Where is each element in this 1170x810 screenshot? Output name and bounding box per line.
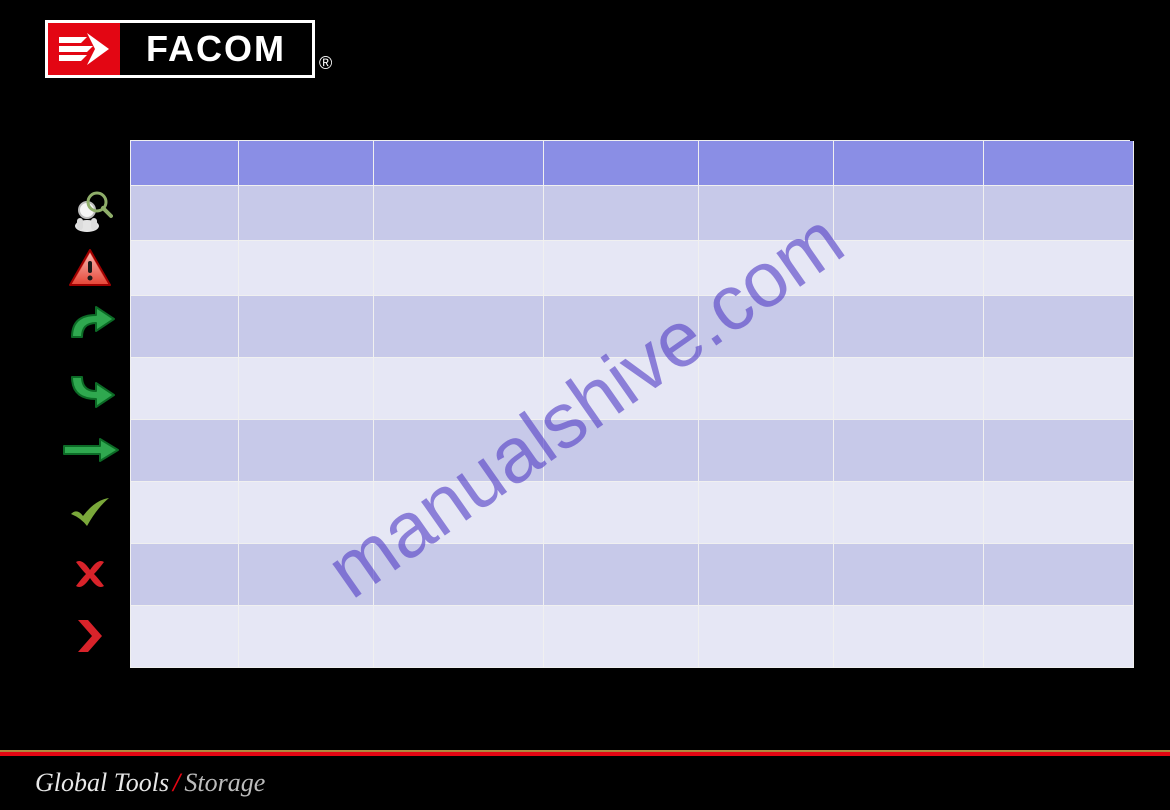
table-cell xyxy=(374,544,544,606)
table-cell xyxy=(699,296,834,358)
table-cell xyxy=(984,358,1134,420)
table-cell xyxy=(544,420,699,482)
table-cell xyxy=(374,241,544,296)
table-cell xyxy=(699,606,834,668)
table-cell xyxy=(834,241,984,296)
table-cell xyxy=(699,186,834,241)
table-cell xyxy=(699,358,834,420)
main-table xyxy=(130,140,1130,668)
curve-up-arrow-icon xyxy=(60,295,120,357)
table-cell xyxy=(131,420,239,482)
footer-word-2: Storage xyxy=(184,768,265,798)
table-cell xyxy=(239,420,374,482)
warning-triangle-icon xyxy=(60,240,120,295)
table-cell xyxy=(834,358,984,420)
table-cell xyxy=(239,186,374,241)
table-cell xyxy=(239,482,374,544)
table-cell xyxy=(699,482,834,544)
table-cell xyxy=(544,186,699,241)
table-cell xyxy=(131,606,239,668)
table-cell xyxy=(239,296,374,358)
table-cell xyxy=(699,544,834,606)
table-cell xyxy=(374,482,544,544)
table-cell xyxy=(131,544,239,606)
footer-tagline: Global Tools / Storage xyxy=(35,768,265,798)
column-header xyxy=(239,141,374,186)
table-cell xyxy=(834,482,984,544)
column-header xyxy=(544,141,699,186)
table-cell xyxy=(131,186,239,241)
table-cell xyxy=(699,241,834,296)
table-cell xyxy=(984,296,1134,358)
table-cell xyxy=(834,544,984,606)
table-cell xyxy=(544,296,699,358)
cross-x-icon xyxy=(60,543,120,605)
table-cell xyxy=(544,544,699,606)
straight-arrow-icon xyxy=(60,419,120,481)
table-cell xyxy=(374,358,544,420)
column-header xyxy=(834,141,984,186)
table-cell xyxy=(544,241,699,296)
table-cell xyxy=(544,606,699,668)
table-cell xyxy=(239,606,374,668)
table-cell xyxy=(834,296,984,358)
table-cell xyxy=(131,241,239,296)
table-cell xyxy=(984,420,1134,482)
table-cell xyxy=(239,358,374,420)
table-cell xyxy=(984,241,1134,296)
page-root: FACOM ® xyxy=(0,0,1170,810)
table-cell xyxy=(834,420,984,482)
chevron-right-icon xyxy=(60,605,120,667)
table-cell xyxy=(239,241,374,296)
table-cell xyxy=(374,606,544,668)
column-header xyxy=(131,141,239,186)
logo-emblem xyxy=(48,23,120,75)
table-cell xyxy=(544,482,699,544)
footer-slash: / xyxy=(173,768,180,798)
table-cell xyxy=(374,186,544,241)
logo-box: FACOM xyxy=(45,20,315,78)
table-cell xyxy=(984,606,1134,668)
logo-arrow-icon xyxy=(57,29,111,69)
table-cell xyxy=(131,358,239,420)
divider-red xyxy=(0,752,1170,756)
brand-logo: FACOM ® xyxy=(45,20,332,78)
registered-mark: ® xyxy=(319,53,332,74)
column-header xyxy=(984,141,1134,186)
table-cell xyxy=(699,420,834,482)
table-cell xyxy=(131,482,239,544)
column-header xyxy=(374,141,544,186)
table-cell xyxy=(984,482,1134,544)
table-cell xyxy=(239,544,374,606)
table-cell xyxy=(544,358,699,420)
footer-word-1: Global Tools xyxy=(35,768,169,798)
curve-down-arrow-icon xyxy=(60,357,120,419)
table-cell xyxy=(984,544,1134,606)
table-cell xyxy=(374,296,544,358)
checkmark-icon xyxy=(60,481,120,543)
table-cell xyxy=(834,606,984,668)
table-cell xyxy=(834,186,984,241)
row-icon-column xyxy=(60,140,120,667)
column-header xyxy=(699,141,834,186)
table-cell xyxy=(131,296,239,358)
magnifier-figure-icon xyxy=(60,185,120,240)
table-cell xyxy=(374,420,544,482)
logo-text: FACOM xyxy=(120,23,312,75)
table-cell xyxy=(984,186,1134,241)
